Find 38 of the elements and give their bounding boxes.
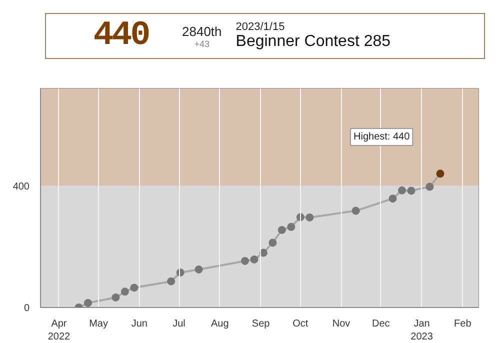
point — [194, 265, 203, 274]
x-tick-label: Jul — [172, 318, 186, 330]
point — [436, 170, 444, 178]
annotation: Highest: 440 — [354, 132, 410, 142]
point — [426, 182, 434, 191]
point — [240, 256, 249, 265]
point — [259, 248, 268, 257]
point — [130, 284, 138, 292]
x-tick-label: Aug — [211, 318, 229, 330]
point — [112, 293, 120, 302]
point — [278, 226, 286, 234]
x-tick-label: Jan 2023 — [410, 318, 434, 343]
point — [352, 206, 360, 215]
x-tick-label: Feb — [454, 318, 472, 330]
y-tick-label: 0 — [24, 303, 30, 314]
point — [407, 186, 416, 195]
point — [250, 255, 258, 264]
point — [120, 288, 129, 296]
x-tick-label: Nov — [332, 318, 350, 330]
y-tick-label: 400 — [12, 181, 30, 192]
text: +43 — [194, 38, 210, 48]
text: 2840th — [182, 24, 222, 38]
x-tick-label: Dec — [372, 318, 390, 330]
point — [287, 222, 296, 231]
point — [167, 277, 176, 286]
point — [268, 238, 277, 247]
x-tick-label: Apr 2022 — [48, 318, 71, 343]
text: 440 — [92, 17, 150, 55]
x-tick-label: Sep — [252, 318, 270, 330]
x-tick-label: Oct — [292, 318, 308, 330]
text: 2023/1/15 — [236, 21, 286, 33]
point — [306, 213, 314, 222]
text: Beginner Contest 285 — [236, 33, 391, 51]
point — [388, 194, 397, 203]
x-tick-label: May — [89, 318, 108, 330]
point — [84, 298, 92, 307]
point — [398, 186, 406, 194]
x-tick-label: Jun — [131, 318, 148, 330]
